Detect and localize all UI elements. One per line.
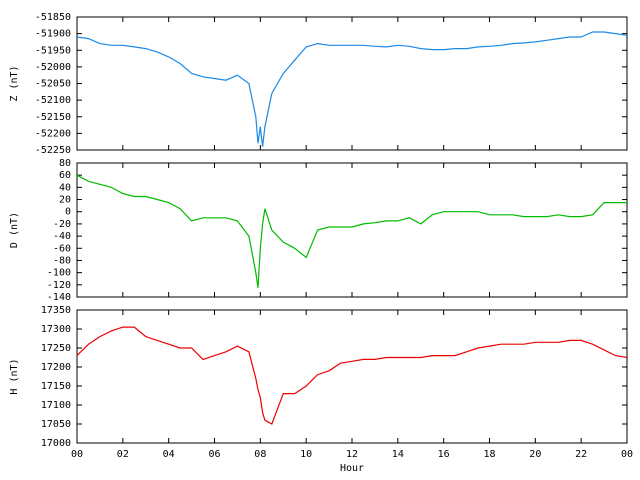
- y-tick-label: -120: [47, 280, 71, 291]
- x-tick-label: 18: [483, 449, 495, 460]
- x-tick-label: 12: [346, 449, 358, 460]
- y-tick-label: 17150: [41, 381, 71, 392]
- y-tick-label: 17350: [41, 305, 71, 316]
- y-tick-label: -51950: [35, 45, 71, 56]
- y-tick-label: -51850: [35, 12, 71, 23]
- y-tick-label: -52250: [35, 145, 71, 156]
- data-line: [76, 31, 628, 147]
- data-line: [76, 326, 628, 425]
- x-axis-label: Hour: [340, 463, 364, 474]
- plot-frame: [76, 309, 628, 444]
- y-tick-label: 17050: [41, 419, 71, 430]
- y-axis-label: H (nT): [9, 358, 20, 394]
- x-tick-label: 16: [438, 449, 450, 460]
- y-tick-label: 0: [65, 207, 71, 218]
- x-tick-label: 00: [71, 449, 83, 460]
- x-tick-label: 04: [163, 449, 175, 460]
- y-tick-label: -60: [53, 243, 71, 254]
- y-tick-label: 80: [59, 158, 71, 169]
- y-tick-label: 17000: [41, 438, 71, 449]
- y-tick-label: 17250: [41, 343, 71, 354]
- y-tick-label: 17300: [41, 324, 71, 335]
- x-tick-label: 22: [575, 449, 587, 460]
- y-tick-label: -52000: [35, 62, 71, 73]
- y-tick-label: -52050: [35, 79, 71, 90]
- y-tick-label: 17100: [41, 400, 71, 411]
- y-tick-label: -20: [53, 219, 71, 230]
- y-tick-label: 20: [59, 195, 71, 206]
- y-tick-label: -52200: [35, 128, 71, 139]
- x-tick-label: 08: [254, 449, 266, 460]
- x-tick-label: 14: [392, 449, 404, 460]
- y-tick-label: -100: [47, 268, 71, 279]
- y-axis-label: Z (nT): [9, 65, 20, 101]
- plot-frame: [76, 16, 628, 151]
- y-axis-label: D (nT): [9, 212, 20, 248]
- y-tick-label: 17200: [41, 362, 71, 373]
- x-tick-label: 00: [621, 449, 633, 460]
- plot-frame: [76, 162, 628, 298]
- y-tick-label: -80: [53, 255, 71, 266]
- y-tick-label: -51900: [35, 29, 71, 40]
- y-tick-label: 60: [59, 170, 71, 181]
- data-line: [76, 174, 627, 288]
- y-tick-label: -52100: [35, 95, 71, 106]
- y-tick-label: -40: [53, 231, 71, 242]
- y-tick-label: -52150: [35, 112, 71, 123]
- x-tick-label: 02: [117, 449, 129, 460]
- x-tick-label: 06: [208, 449, 220, 460]
- x-tick-label: 20: [529, 449, 541, 460]
- y-tick-label: 40: [59, 182, 71, 193]
- x-tick-label: 10: [300, 449, 312, 460]
- y-tick-label: -140: [47, 292, 71, 303]
